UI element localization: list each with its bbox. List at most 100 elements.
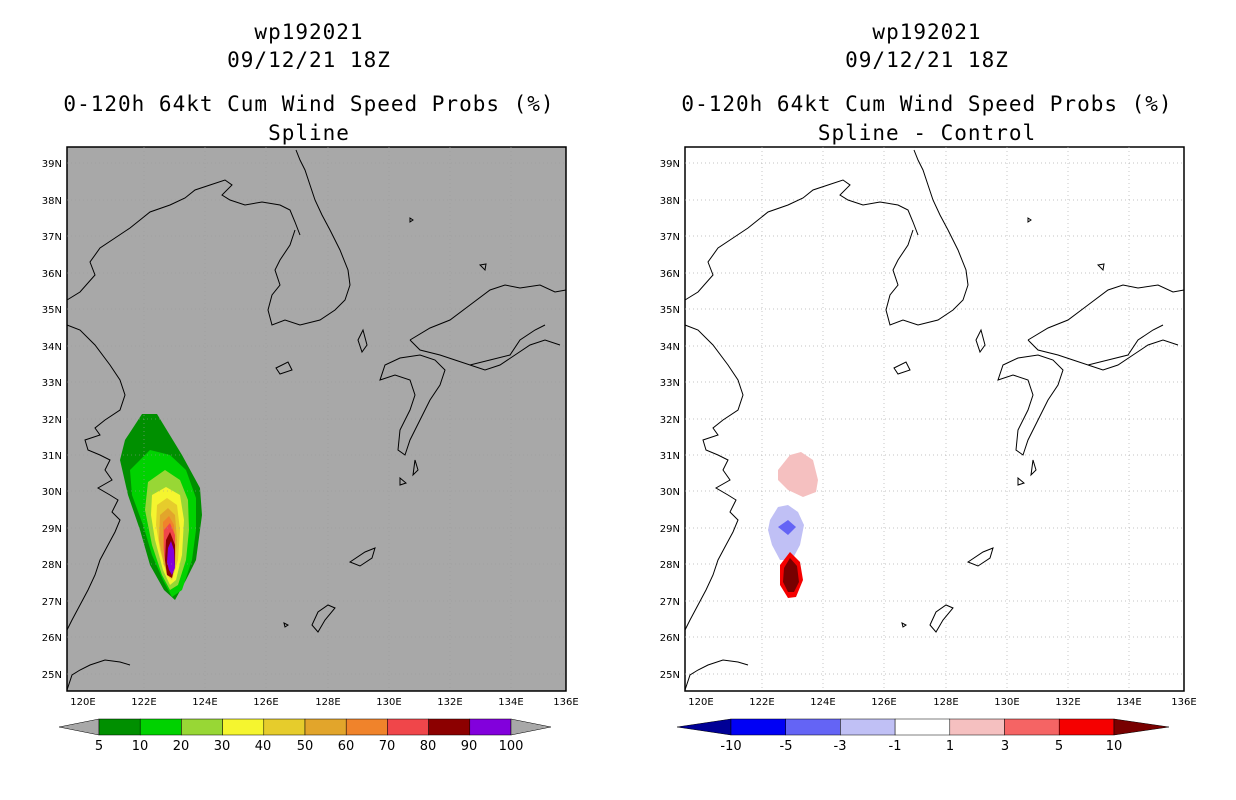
- colorbar-label: 5: [1055, 739, 1063, 754]
- colorbar-cell: [949, 718, 1005, 736]
- lat-label: 33N: [42, 378, 62, 389]
- lon-label: 126E: [871, 697, 896, 708]
- right-storm-id: wp192021: [872, 20, 982, 44]
- colorbar-low-arrow: [58, 718, 100, 736]
- lon-label: 126E: [253, 697, 278, 708]
- colorbar-label: 3: [1001, 739, 1009, 754]
- lat-label: 25N: [42, 670, 62, 681]
- colorbar-cell: [730, 718, 786, 736]
- lon-label: 130E: [376, 697, 401, 708]
- lat-label: 35N: [42, 305, 62, 316]
- left-map: 39N 38N 37N 36N 35N 34N 33N 32N 31N 30N …: [42, 146, 579, 754]
- left-datetime: 09/12/21 18Z: [227, 48, 391, 72]
- colorbar-cell: [345, 718, 388, 736]
- colorbar-cell: [1004, 718, 1060, 736]
- colorbar-cell: [139, 718, 182, 736]
- lon-label: 128E: [315, 697, 340, 708]
- right-map-frame: [684, 146, 1185, 692]
- lat-label: 32N: [660, 415, 680, 426]
- lat-label: 26N: [660, 633, 680, 644]
- lat-label: 28N: [42, 560, 62, 571]
- lat-label: 37N: [660, 232, 680, 243]
- right-method: Spline - Control: [817, 121, 1037, 145]
- colorbar-low-arrow: [676, 718, 732, 736]
- colorbar-label: 1: [946, 739, 954, 754]
- colorbar-label: 30: [214, 739, 231, 754]
- right-map: 39N 38N 37N 36N 35N 34N 33N 32N 31N 30N …: [660, 146, 1197, 754]
- colorbar-label: 10: [1106, 739, 1123, 754]
- lon-label: 122E: [131, 697, 156, 708]
- colorbar-cell: [222, 718, 265, 736]
- left-gridlines: [67, 147, 566, 691]
- lon-label: 124E: [192, 697, 217, 708]
- right-product-title: 0-120h 64kt Cum Wind Speed Probs (%): [681, 92, 1173, 116]
- colorbar-label: -10: [720, 739, 741, 754]
- colorbar-label: 5: [95, 739, 103, 754]
- right-datetime: 09/12/21 18Z: [845, 48, 1009, 72]
- lat-label: 32N: [42, 415, 62, 426]
- lon-label: 128E: [933, 697, 958, 708]
- colorbar-label: 10: [132, 739, 149, 754]
- lat-label: 36N: [660, 269, 680, 280]
- lat-label: 29N: [42, 524, 62, 535]
- colorbar-label: 100: [499, 739, 524, 754]
- colorbar-cell: [469, 718, 512, 736]
- right-lat-labels: 39N 38N 37N 36N 35N 34N 33N 32N 31N 30N …: [660, 159, 680, 681]
- lat-label: 39N: [660, 159, 680, 170]
- lat-label: 27N: [42, 597, 62, 608]
- colorbar-cell: [1058, 718, 1115, 736]
- right-difference-contours: [768, 452, 818, 598]
- lon-label: 134E: [1116, 697, 1141, 708]
- colorbar-cell: [428, 718, 471, 736]
- colorbar-cell: [785, 718, 841, 736]
- lat-label: 34N: [660, 342, 680, 353]
- lat-label: 39N: [42, 159, 62, 170]
- lat-label: 31N: [42, 451, 62, 462]
- colorbar-label: 50: [297, 739, 314, 754]
- lat-label: 38N: [42, 196, 62, 207]
- diff-neg-3: [778, 520, 796, 535]
- lat-label: 31N: [660, 451, 680, 462]
- left-method: Spline: [268, 121, 350, 145]
- colorbar-label: -1: [889, 739, 902, 754]
- lat-label: 36N: [42, 269, 62, 280]
- diff-pos-1: [778, 452, 818, 497]
- lat-label: 25N: [660, 670, 680, 681]
- lat-label: 35N: [660, 305, 680, 316]
- lon-label: 130E: [994, 697, 1019, 708]
- left-coastlines: [66, 149, 567, 691]
- colorbar-label: 80: [420, 739, 437, 754]
- colorbar-label: 90: [461, 739, 478, 754]
- lat-label: 30N: [660, 487, 680, 498]
- colorbar-label: -5: [780, 739, 793, 754]
- lon-label: 120E: [70, 697, 95, 708]
- lat-label: 33N: [660, 378, 680, 389]
- colorbar-cell: [840, 718, 896, 736]
- right-gridlines: [685, 147, 1184, 691]
- lat-label: 38N: [660, 196, 680, 207]
- lat-label: 34N: [42, 342, 62, 353]
- left-colorbar: 5 10 20 30 40 50 60 70 80 90 100: [58, 718, 552, 754]
- right-colorbar: -10 -5 -3 -1 1 3 5 10: [676, 718, 1170, 754]
- diff-pos-10: [783, 558, 799, 592]
- colorbar-high-arrow: [510, 718, 552, 736]
- lat-label: 28N: [660, 560, 680, 571]
- colorbar-label: 70: [379, 739, 396, 754]
- lat-label: 26N: [42, 633, 62, 644]
- colorbar-label: 20: [173, 739, 190, 754]
- colorbar-label: -3: [834, 739, 847, 754]
- colorbar-label: 40: [255, 739, 272, 754]
- colorbar-cell: [894, 718, 951, 736]
- lat-label: 37N: [42, 232, 62, 243]
- colorbar-high-arrow: [1113, 718, 1170, 736]
- lat-label: 27N: [660, 597, 680, 608]
- left-probability-contours: [120, 414, 202, 600]
- colorbar-cell: [263, 718, 306, 736]
- left-lon-labels: 120E 122E 124E 126E 128E 130E 132E 134E …: [70, 697, 578, 708]
- colorbar-label: 60: [338, 739, 355, 754]
- left-product-title: 0-120h 64kt Cum Wind Speed Probs (%): [63, 92, 555, 116]
- right-coastlines: [684, 149, 1185, 691]
- colorbar-cell: [98, 718, 141, 736]
- right-lon-labels: 120E 122E 124E 126E 128E 130E 132E 134E …: [688, 697, 1196, 708]
- lon-label: 132E: [437, 697, 462, 708]
